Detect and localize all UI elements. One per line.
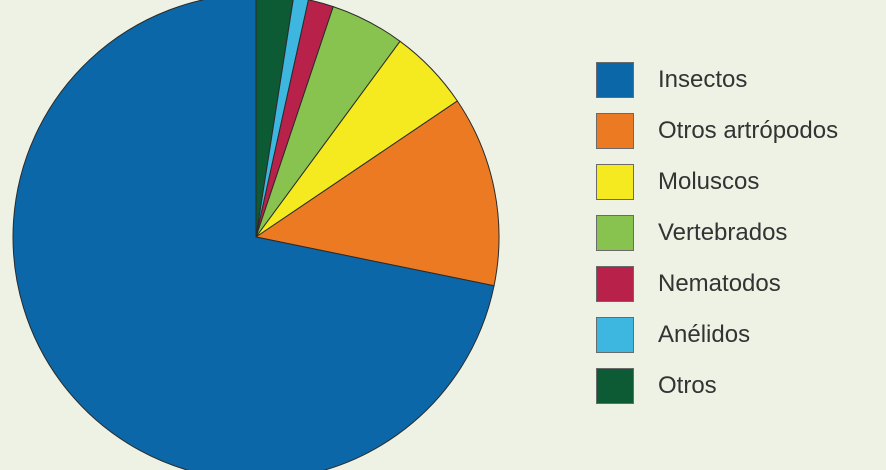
legend-item: Vertebrados [596,215,838,251]
legend-swatch [596,113,634,149]
legend-item: Anélidos [596,317,838,353]
legend-swatch [596,164,634,200]
legend-swatch [596,266,634,302]
legend-item: Otros [596,368,838,404]
legend-label: Nematodos [658,270,781,297]
legend-label: Otros artrópodos [658,117,839,144]
legend-item: Insectos [596,62,838,98]
legend-swatch [596,62,634,98]
pie-slice-insectos [12,0,495,470]
legend-swatch [596,368,634,404]
legend: Insectos Otros artrópodos Moluscos Vertebra… [596,62,838,419]
legend-label: Insectos [658,66,748,93]
legend-label: Anélidos [658,321,751,348]
legend-label: Moluscos [658,168,760,195]
legend-swatch [596,215,634,251]
legend-item: Nematodos [596,266,838,302]
legend-label: Otros [658,372,717,399]
legend-item: Otros artrópodos [596,113,838,149]
pie-slice-otros-artrópodos [254,100,500,287]
legend-item: Moluscos [596,164,838,200]
legend-swatch [596,317,634,353]
legend-label: Vertebrados [658,219,788,246]
pie-plot-area [12,0,500,470]
